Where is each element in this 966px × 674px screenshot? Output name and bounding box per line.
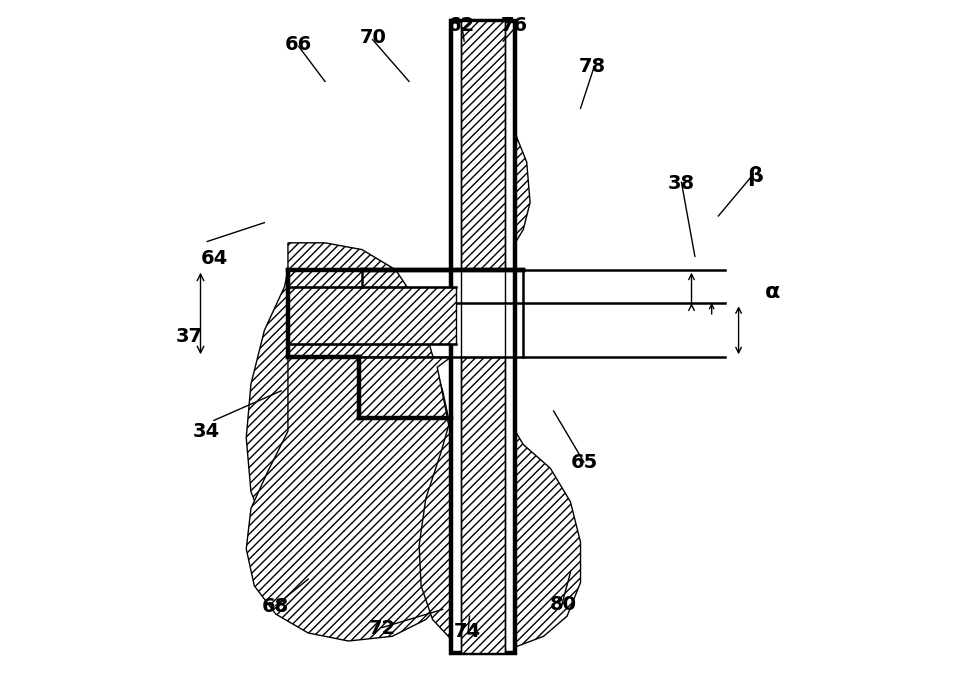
Polygon shape <box>451 21 515 653</box>
Text: 38: 38 <box>668 174 695 193</box>
Polygon shape <box>288 286 456 344</box>
Polygon shape <box>451 102 530 270</box>
Polygon shape <box>419 357 581 651</box>
Polygon shape <box>246 243 455 582</box>
Text: 64: 64 <box>200 249 228 268</box>
Text: α: α <box>765 282 780 302</box>
Text: 74: 74 <box>454 622 481 641</box>
Polygon shape <box>461 21 505 270</box>
Text: 70: 70 <box>360 28 386 47</box>
Text: β: β <box>748 166 763 185</box>
Text: 34: 34 <box>192 422 219 441</box>
Text: 80: 80 <box>551 594 578 613</box>
Text: 76: 76 <box>501 16 528 35</box>
Text: 65: 65 <box>570 454 598 472</box>
Polygon shape <box>461 357 505 653</box>
Text: 72: 72 <box>369 619 396 638</box>
Text: 66: 66 <box>284 35 312 54</box>
Text: 37: 37 <box>176 328 203 346</box>
Text: 68: 68 <box>262 596 290 615</box>
Text: 62: 62 <box>448 16 475 35</box>
Text: 78: 78 <box>579 57 607 76</box>
Polygon shape <box>246 357 462 641</box>
